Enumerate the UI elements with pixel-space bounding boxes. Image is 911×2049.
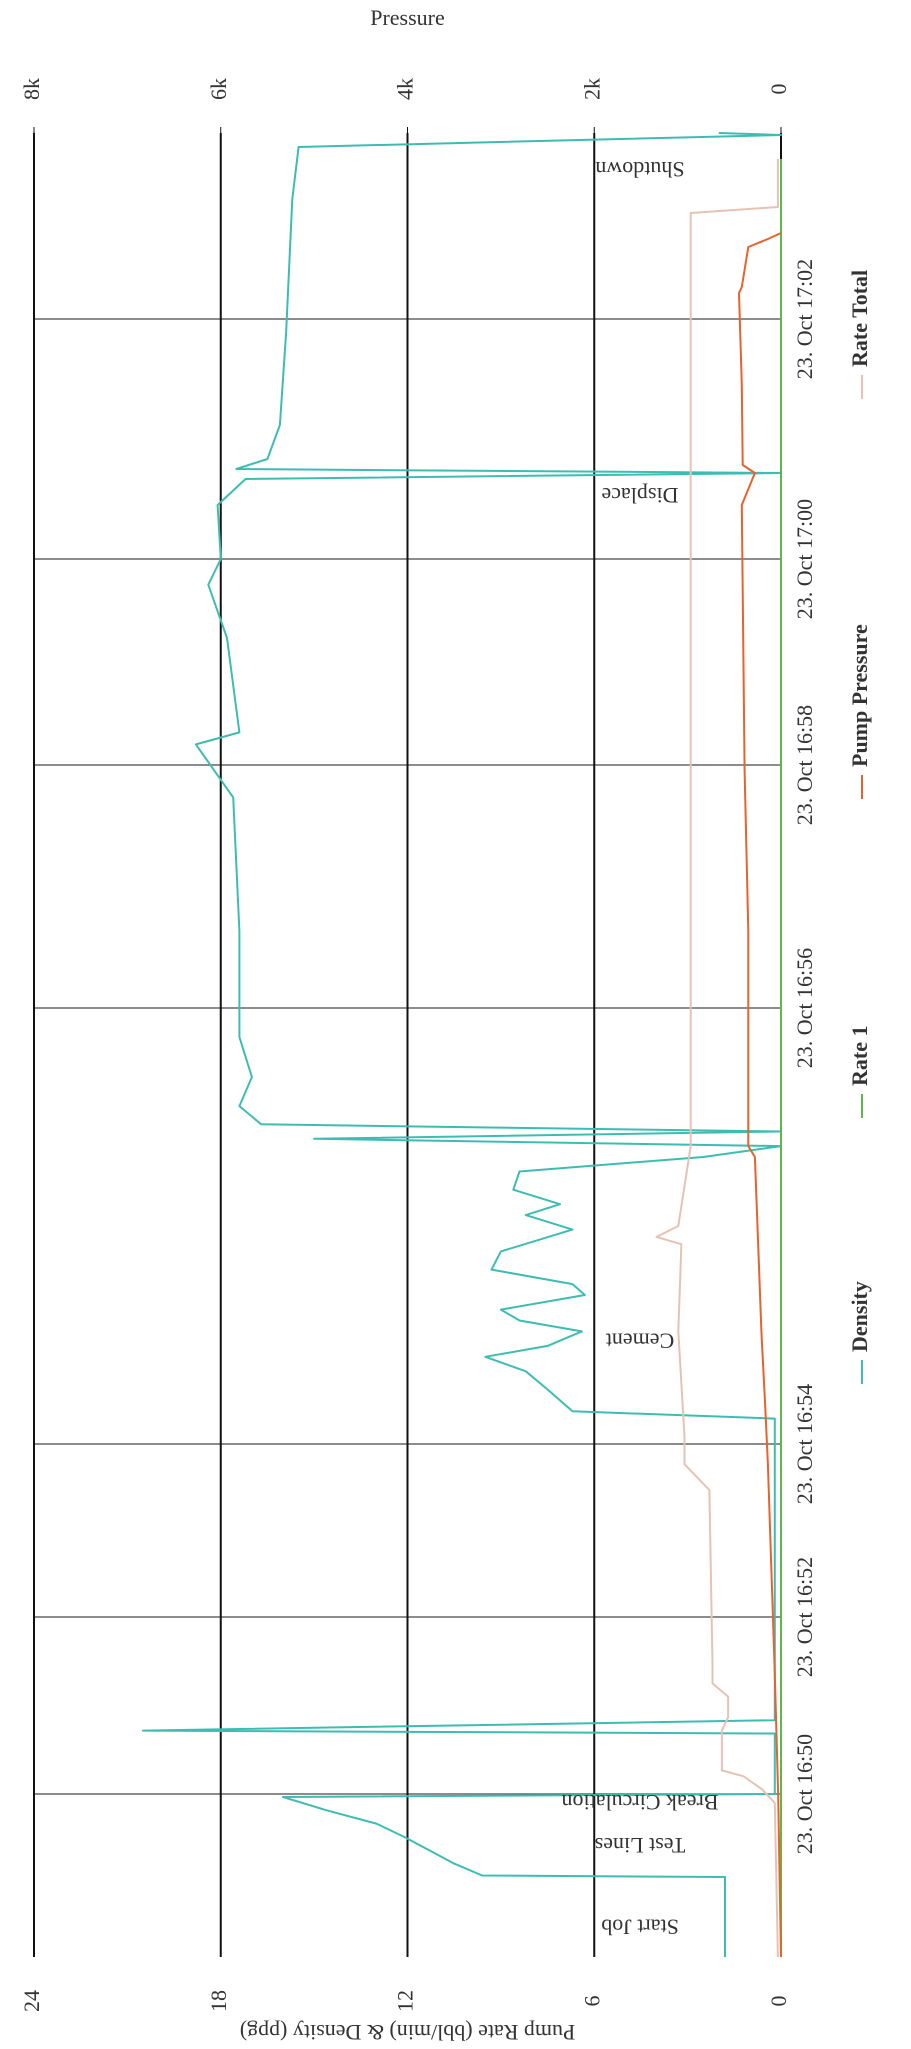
- y-tick-label: 6: [579, 1996, 604, 2007]
- annotation: Break Circulation: [561, 1790, 718, 1815]
- annotation: Cement: [606, 1329, 674, 1354]
- legend-text: Rate Total: [847, 270, 872, 367]
- x-tick-label: 23. Oct 16:50: [792, 1734, 817, 1854]
- annotation: Test Lines: [595, 1833, 686, 1858]
- y-axis-title: Pump Rate (bbl/min) & Density (ppg): [240, 2020, 575, 2045]
- annotation: Displace: [602, 483, 679, 508]
- y2-axis-title: Pressure: [370, 5, 445, 30]
- y2-tick-label: 4k: [393, 78, 418, 100]
- x-tick-label: 23. Oct 16:58: [792, 705, 817, 825]
- x-tick-label: 23. Oct 16:52: [792, 1557, 817, 1677]
- y-tick-label: 18: [206, 1990, 231, 2012]
- legend-text: Pump Pressure: [847, 624, 872, 767]
- y2-tick-label: 6k: [206, 78, 231, 100]
- series-line: [141, 132, 782, 1957]
- y-tick-label: 12: [393, 1990, 418, 2012]
- series-line: [738, 232, 782, 1958]
- series-line: [655, 159, 779, 1958]
- y-tick-label: 0: [766, 1996, 791, 2007]
- x-tick-label: 23. Oct 17:00: [792, 499, 817, 619]
- legend-text: Density: [847, 1281, 872, 1352]
- annotation: Shutdown: [595, 157, 684, 182]
- rotated-chart: 23. Oct 16:50 23. Oct 16:52 23. Oct 16:54 2…: [19, 5, 872, 2045]
- y2-tick-label: 0: [766, 84, 791, 95]
- x-tick-label: 23. Oct 16:54: [792, 1384, 817, 1504]
- x-tick-label: 23. Oct 16:56: [792, 948, 817, 1068]
- x-tick-label: 23. Oct 17:02: [792, 259, 817, 379]
- y2-tick-label: 2k: [579, 78, 604, 100]
- y2-tick-label: 8k: [19, 78, 44, 100]
- legend-text: Rate 1: [847, 1026, 872, 1086]
- annotation: Start Job: [601, 1914, 679, 1939]
- y-tick-label: 24: [19, 1990, 44, 2012]
